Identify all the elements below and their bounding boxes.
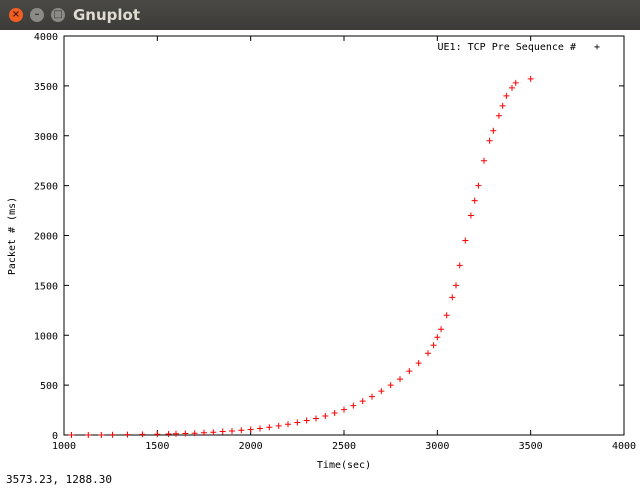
data-point [191, 430, 198, 437]
data-point [210, 429, 217, 436]
data-point [369, 393, 375, 400]
data-point [449, 294, 456, 301]
data-point [471, 197, 478, 204]
data-point [247, 426, 254, 433]
data-point [359, 398, 366, 405]
y-tick-label: 4000 [34, 32, 58, 43]
data-point [490, 127, 497, 134]
x-tick-label: 1000 [52, 441, 76, 452]
cursor-coordinates: 3573.23, 1288.30 [6, 473, 112, 486]
legend-marker: + [594, 42, 600, 53]
data-point [322, 413, 329, 420]
data-point [387, 382, 394, 389]
y-tick-label: 1000 [34, 331, 58, 342]
x-tick-label: 3500 [519, 441, 543, 452]
data-point [462, 237, 469, 244]
data-point [331, 410, 338, 417]
data-point [165, 431, 172, 438]
minimize-icon[interactable]: – [30, 8, 44, 22]
x-axis-label: Time(sec) [317, 460, 371, 470]
y-tick-label: 0 [52, 431, 58, 442]
data-point [456, 262, 463, 269]
data-point [453, 282, 459, 289]
data-point [425, 350, 431, 357]
data-point [397, 376, 403, 383]
data-point [527, 75, 534, 82]
x-tick-label: 3000 [425, 441, 449, 452]
maximize-icon[interactable]: □ [51, 8, 65, 22]
x-tick-label: 2500 [332, 441, 356, 452]
data-point [434, 334, 441, 341]
data-point [503, 92, 510, 99]
data-point [294, 419, 301, 426]
data-point [139, 431, 146, 438]
data-point [85, 432, 92, 438]
window-title: Gnuplot [73, 6, 141, 24]
data-point [238, 427, 245, 434]
data-point [182, 430, 189, 437]
data-point [109, 431, 116, 438]
data-point [495, 112, 502, 119]
data-point [486, 137, 493, 144]
legend-label: UE1: TCP Pre Sequence # [438, 42, 576, 53]
scatter-chart[interactable]: 1000 1500 2000 2500 3000 3500 4000 0 500 1000 1500… [0, 30, 640, 471]
y-tick-label: 500 [40, 381, 58, 392]
data-point [154, 431, 161, 438]
data-point [219, 428, 226, 435]
data-point [303, 417, 310, 424]
close-icon[interactable]: × [9, 8, 23, 22]
data-point [257, 425, 263, 432]
data-point [443, 312, 450, 319]
data-point [173, 430, 179, 437]
data-point [350, 402, 357, 409]
y-tick-label: 1500 [34, 281, 58, 292]
plot-frame [63, 35, 625, 436]
data-point [313, 415, 319, 422]
y-tick-label: 3500 [34, 82, 58, 93]
data-point [124, 431, 131, 438]
data-point [266, 424, 273, 431]
data-point [201, 429, 207, 436]
data-point [98, 432, 105, 438]
title-bar: × – □ Gnuplot [0, 0, 640, 30]
data-point [438, 326, 445, 333]
data-point [467, 212, 474, 219]
x-tick-label: 1500 [145, 441, 169, 452]
plot-area[interactable]: 1000 1500 2000 2500 3000 3500 4000 0 500 1000 1500… [0, 30, 640, 471]
data-point [512, 79, 519, 86]
y-tick-label: 3000 [34, 132, 58, 143]
data-point [475, 182, 482, 189]
x-tick-label: 2000 [239, 441, 263, 452]
data-point [341, 406, 347, 413]
y-tick-label: 2000 [34, 232, 58, 243]
data-point [481, 157, 487, 164]
data-point [406, 368, 413, 375]
data-point [229, 428, 235, 435]
y-axis-label: Packet # (ms) [7, 197, 18, 275]
data-point [415, 360, 422, 367]
data-point [509, 84, 515, 91]
status-bar: 3573.23, 1288.30 [0, 470, 640, 491]
data-point [68, 432, 75, 438]
x-tick-label: 4000 [612, 441, 636, 452]
data-point [430, 342, 437, 349]
data-point [275, 422, 282, 429]
data-point [378, 388, 385, 395]
y-tick-label: 2500 [34, 182, 58, 193]
data-point [499, 102, 506, 109]
data-point [285, 421, 291, 428]
